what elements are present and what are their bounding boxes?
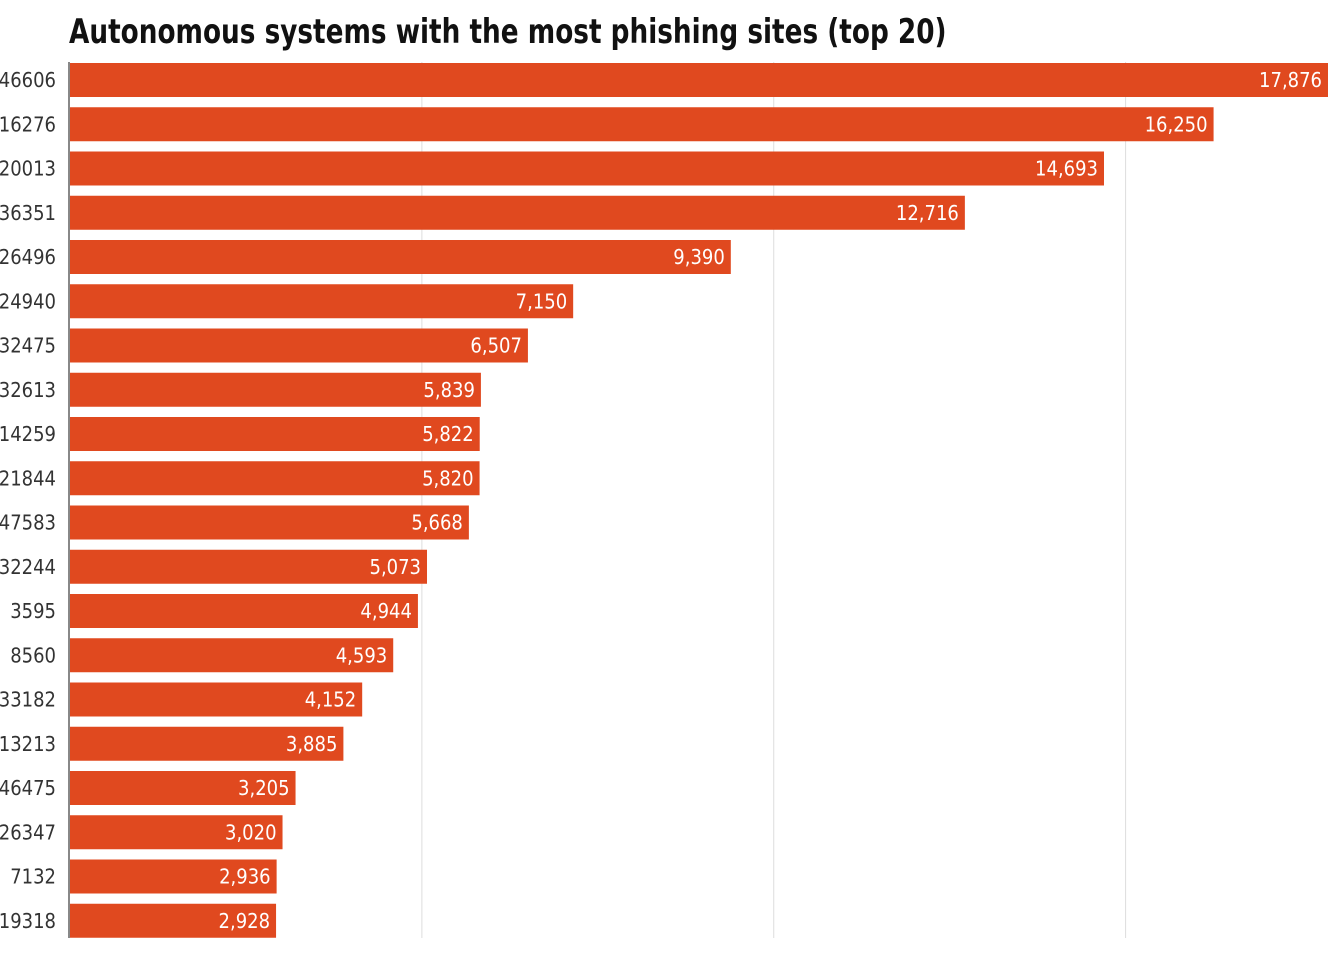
y-tick-label-32475: 32475 bbox=[0, 334, 56, 358]
y-tick-label-24940: 24940 bbox=[0, 289, 56, 313]
value-label-32613: 5,839 bbox=[423, 378, 475, 402]
value-label-21844: 5,820 bbox=[422, 466, 474, 490]
bar-20013 bbox=[70, 151, 1105, 186]
y-tick-label-32613: 32613 bbox=[0, 378, 56, 402]
bar-8560 bbox=[70, 638, 394, 673]
chart-title: Autonomous systems with the most phishin… bbox=[69, 12, 947, 52]
bar-36351 bbox=[70, 195, 965, 230]
value-label-7132: 2,936 bbox=[219, 865, 271, 889]
y-tick-label-32244: 32244 bbox=[0, 555, 56, 579]
bar-24940 bbox=[70, 284, 574, 319]
y-tick-label-46475: 46475 bbox=[0, 776, 56, 800]
y-tick-label-20013: 20013 bbox=[0, 157, 56, 181]
value-label-36351: 12,716 bbox=[896, 201, 959, 225]
bars-layer bbox=[70, 63, 1328, 938]
y-tick-label-7132: 7132 bbox=[10, 865, 56, 889]
y-tick-label-16276: 16276 bbox=[0, 112, 56, 136]
value-label-32244: 5,073 bbox=[370, 555, 422, 579]
value-label-47583: 5,668 bbox=[411, 511, 463, 535]
value-label-46475: 3,205 bbox=[238, 776, 290, 800]
y-tick-label-21844: 21844 bbox=[0, 466, 56, 490]
bar-26496 bbox=[70, 240, 731, 274]
value-label-26347: 3,020 bbox=[225, 820, 277, 844]
bar-47583 bbox=[70, 505, 469, 540]
y-tick-label-33182: 33182 bbox=[0, 688, 56, 712]
value-label-3595: 4,944 bbox=[360, 599, 412, 623]
bar-13213 bbox=[70, 726, 344, 761]
y-tick-label-26347: 26347 bbox=[0, 820, 56, 844]
value-label-33182: 4,152 bbox=[305, 688, 357, 712]
bar-14259 bbox=[70, 417, 480, 451]
bar-7132 bbox=[70, 859, 277, 894]
bar-46606 bbox=[70, 63, 1328, 97]
value-label-16276: 16,250 bbox=[1145, 112, 1208, 136]
bar-21844 bbox=[70, 461, 480, 496]
bar-32244 bbox=[70, 549, 428, 584]
bar-33182 bbox=[70, 682, 363, 717]
y-tick-label-13213: 13213 bbox=[0, 732, 56, 756]
y-tick-label-47583: 47583 bbox=[0, 511, 56, 535]
bar-26347 bbox=[70, 815, 283, 850]
value-label-24940: 7,150 bbox=[516, 289, 568, 313]
value-label-14259: 5,822 bbox=[422, 422, 474, 446]
value-label-20013: 14,693 bbox=[1035, 157, 1098, 181]
value-label-46606: 17,876 bbox=[1259, 68, 1322, 92]
value-label-8560: 4,593 bbox=[336, 643, 388, 667]
y-tick-label-3595: 3595 bbox=[10, 599, 56, 623]
value-label-19318: 2,928 bbox=[219, 909, 271, 933]
value-label-26496: 9,390 bbox=[673, 245, 725, 269]
y-tick-label-26496: 26496 bbox=[0, 245, 56, 269]
grid-layer bbox=[421, 62, 1127, 938]
bar-32613 bbox=[70, 372, 481, 407]
y-tick-label-36351: 36351 bbox=[0, 201, 56, 225]
y-tick-label-19318: 19318 bbox=[0, 909, 56, 933]
bar-19318 bbox=[70, 903, 277, 938]
value-label-32475: 6,507 bbox=[470, 334, 522, 358]
y-tick-label-14259: 14259 bbox=[0, 422, 56, 446]
bar-32475 bbox=[70, 328, 528, 363]
bar-46475 bbox=[70, 771, 296, 805]
bar-16276 bbox=[70, 107, 1214, 142]
bar-3595 bbox=[70, 594, 418, 628]
labels-layer: 46606 17,876 16276 16,250 20013 14,693 36351 12… bbox=[0, 68, 1322, 933]
value-label-13213: 3,885 bbox=[286, 732, 338, 756]
y-tick-label-8560: 8560 bbox=[10, 643, 56, 667]
y-tick-label-46606: 46606 bbox=[0, 68, 56, 92]
